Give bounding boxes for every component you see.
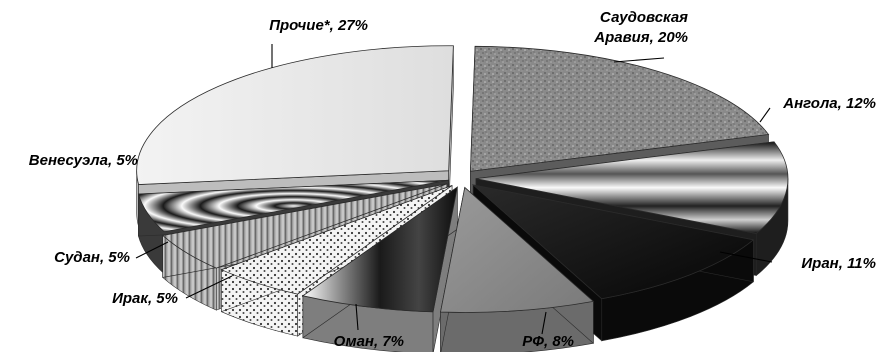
slice-label: Саудовская Аравия, 20% [593,9,688,46]
slice-label: Прочие*, 27% [269,17,368,34]
slice-label-line: Прочие*, 27% [269,17,368,34]
slices-layer [137,46,788,352]
slice-label-line: Иран, 11% [801,255,876,272]
slice-label: Иран, 11% [801,255,876,272]
leader-line [614,58,664,62]
pie-slice-top [137,46,454,185]
slice-label: Оман, 7% [334,333,404,350]
slice-label-line: РФ, 8% [522,333,574,350]
slice-label: Ангола, 12% [782,95,876,112]
slice-label-line: Ирак, 5% [112,290,178,307]
slice-label-line: Оман, 7% [334,333,404,350]
slice-label: Судан, 5% [54,249,130,266]
slice-label: РФ, 8% [522,333,574,350]
slice-label-line: Судан, 5% [54,249,130,266]
slice-label-line: Венесуэла, 5% [29,152,138,169]
slice-label-line: Саудовская [600,9,688,26]
leader-line [760,108,770,122]
slice-label-line: Ангола, 12% [782,95,876,112]
slice-label-line: Аравия, 20% [593,29,688,46]
slice-label: Венесуэла, 5% [29,152,138,169]
slice-label: Ирак, 5% [112,290,178,307]
